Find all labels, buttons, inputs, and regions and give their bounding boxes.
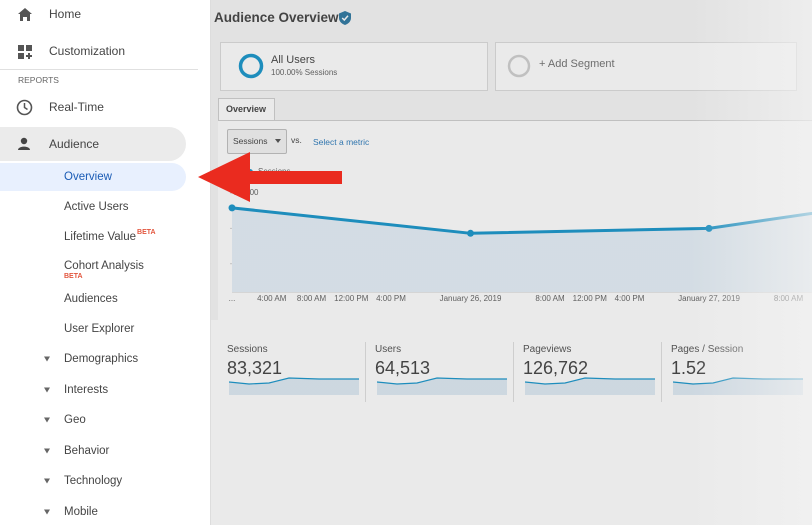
x-tick-label: January 26, 2019 <box>440 294 502 303</box>
nav-item[interactable]: Real-Time <box>49 100 104 114</box>
x-tick-label: 12:00 PM <box>334 294 369 303</box>
divider <box>0 69 198 70</box>
x-tick-label: 4:00 PM <box>376 294 406 303</box>
x-tick-label: 8:00 AM <box>535 294 565 303</box>
area <box>232 207 812 292</box>
nav-label: Active Users <box>64 201 129 213</box>
beta-badge: BETA <box>64 273 83 280</box>
nav-item[interactable]: Behavior <box>64 444 110 457</box>
y-tick-label: 15,000 <box>234 188 259 197</box>
point <box>467 229 474 237</box>
beta-badge: BETA <box>137 229 156 236</box>
nav-item[interactable]: Technology <box>64 475 123 488</box>
nav-label: User Explorer <box>64 323 135 335</box>
x-tick-label: ... <box>229 294 236 303</box>
nav-item[interactable]: Home <box>49 7 82 21</box>
nav-label: Overview <box>64 171 112 183</box>
nav-item[interactable]: Interests <box>64 383 109 396</box>
nav-item[interactable]: Active Users <box>64 201 129 213</box>
sidebar: Home Customization REPORTS Real-Time Aud… <box>0 0 211 525</box>
nav-label: Lifetime Value <box>64 231 137 243</box>
nav-label: Cohort Analysis <box>64 260 144 272</box>
clock-icon <box>16 99 33 116</box>
nav-item[interactable]: Demographics <box>64 353 139 365</box>
expand-caret <box>44 448 50 454</box>
point <box>705 224 713 232</box>
nav-label: Audiences <box>64 293 118 305</box>
expand-caret <box>44 356 50 362</box>
nav-item[interactable]: Lifetime ValueBETA <box>64 229 156 243</box>
point <box>228 204 236 212</box>
home-icon <box>18 8 32 21</box>
selected-item-bg <box>0 163 186 191</box>
nav-item[interactable]: Audiences <box>64 293 118 305</box>
expand-caret <box>44 509 50 515</box>
expand-caret <box>44 417 50 423</box>
nav-item[interactable]: Mobile <box>64 506 98 518</box>
nav-item[interactable]: Customization <box>49 44 126 58</box>
x-tick-label: January 27, 2019 <box>678 294 740 303</box>
nav-item[interactable]: Overview <box>64 171 112 183</box>
nav-item[interactable]: Audience <box>49 137 100 151</box>
person-icon <box>18 137 30 150</box>
section-label: REPORTS <box>18 75 59 85</box>
active-section-bg <box>0 127 186 161</box>
x-tick-label: 8:00 AM <box>774 294 804 303</box>
x-tick-label: 4:00 PM <box>615 294 645 303</box>
expand-caret <box>44 478 50 484</box>
legend-dot <box>247 169 253 175</box>
nav-item[interactable]: Cohort Analysis BETA <box>64 260 144 280</box>
nav-item[interactable]: User Explorer <box>64 323 134 335</box>
expand-caret <box>44 387 50 393</box>
x-tick-label: 4:00 AM <box>257 294 287 303</box>
x-tick-label: 8:00 AM <box>297 294 327 303</box>
x-tick-label: 12:00 PM <box>573 294 608 303</box>
legend-label: Sessions <box>258 167 290 176</box>
customization-icon <box>18 45 32 59</box>
nav-item[interactable]: Geo <box>64 414 86 427</box>
